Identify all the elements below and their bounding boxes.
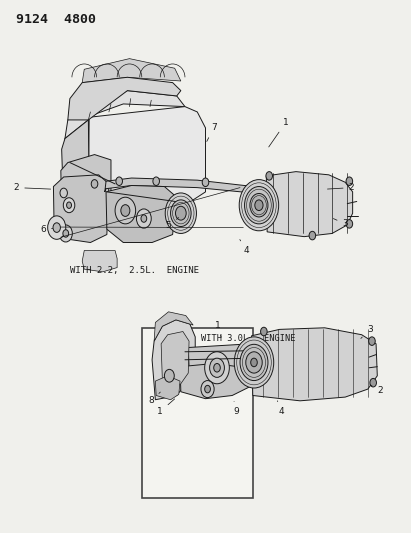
Text: 4: 4 bbox=[277, 401, 284, 416]
Text: 2: 2 bbox=[328, 183, 354, 192]
Polygon shape bbox=[82, 59, 181, 83]
Text: 1: 1 bbox=[157, 399, 175, 416]
Circle shape bbox=[63, 230, 69, 237]
Polygon shape bbox=[106, 185, 177, 243]
Circle shape bbox=[141, 215, 147, 222]
Circle shape bbox=[234, 337, 274, 388]
Circle shape bbox=[246, 352, 262, 373]
Circle shape bbox=[201, 381, 214, 398]
Polygon shape bbox=[68, 77, 181, 120]
Circle shape bbox=[370, 378, 376, 387]
Polygon shape bbox=[64, 120, 89, 211]
Circle shape bbox=[309, 231, 316, 240]
Polygon shape bbox=[154, 312, 193, 341]
Circle shape bbox=[250, 193, 268, 217]
Text: 5: 5 bbox=[166, 217, 179, 230]
Polygon shape bbox=[152, 320, 195, 400]
Circle shape bbox=[255, 200, 263, 211]
Circle shape bbox=[121, 205, 130, 216]
Circle shape bbox=[346, 177, 353, 185]
Circle shape bbox=[251, 358, 257, 367]
Circle shape bbox=[136, 209, 151, 228]
Text: 2: 2 bbox=[14, 183, 51, 192]
Text: 6: 6 bbox=[40, 225, 53, 233]
Circle shape bbox=[369, 337, 375, 345]
Text: 3: 3 bbox=[333, 219, 348, 228]
Circle shape bbox=[165, 193, 196, 233]
Circle shape bbox=[202, 178, 209, 187]
Circle shape bbox=[48, 216, 66, 239]
Polygon shape bbox=[266, 172, 353, 237]
Circle shape bbox=[266, 172, 272, 180]
Circle shape bbox=[261, 327, 267, 336]
Text: 9124  4800: 9124 4800 bbox=[16, 13, 97, 26]
Circle shape bbox=[63, 198, 75, 213]
Polygon shape bbox=[161, 332, 189, 385]
Circle shape bbox=[346, 220, 353, 228]
Polygon shape bbox=[188, 344, 255, 369]
Text: 3: 3 bbox=[361, 325, 373, 338]
Circle shape bbox=[164, 369, 174, 382]
Circle shape bbox=[171, 200, 191, 227]
Circle shape bbox=[245, 187, 273, 224]
Circle shape bbox=[214, 364, 220, 372]
Polygon shape bbox=[53, 175, 109, 243]
Polygon shape bbox=[82, 251, 117, 272]
Polygon shape bbox=[105, 178, 296, 197]
Circle shape bbox=[116, 177, 122, 185]
Text: 1: 1 bbox=[215, 321, 221, 337]
Polygon shape bbox=[155, 376, 180, 400]
Text: 9: 9 bbox=[233, 401, 239, 416]
Circle shape bbox=[53, 223, 60, 232]
Circle shape bbox=[153, 177, 159, 185]
Text: WITH 2.2,  2.5L.  ENGINE: WITH 2.2, 2.5L. ENGINE bbox=[70, 266, 199, 276]
Circle shape bbox=[67, 202, 72, 208]
Circle shape bbox=[210, 358, 224, 377]
Circle shape bbox=[239, 180, 279, 231]
Circle shape bbox=[240, 344, 268, 381]
Circle shape bbox=[205, 352, 229, 384]
Polygon shape bbox=[65, 91, 185, 139]
Polygon shape bbox=[62, 120, 89, 211]
Circle shape bbox=[60, 188, 67, 198]
Polygon shape bbox=[180, 364, 253, 399]
Text: 7: 7 bbox=[207, 124, 217, 141]
Circle shape bbox=[115, 197, 136, 224]
Circle shape bbox=[175, 206, 186, 220]
Polygon shape bbox=[252, 328, 377, 401]
Text: 8: 8 bbox=[148, 392, 160, 405]
Text: 1: 1 bbox=[269, 118, 289, 147]
Text: 4: 4 bbox=[240, 239, 249, 255]
Bar bbox=[142, 328, 253, 498]
Circle shape bbox=[59, 225, 72, 242]
Polygon shape bbox=[61, 155, 111, 213]
Text: WITH 3.0L.  ENGINE: WITH 3.0L. ENGINE bbox=[201, 334, 296, 343]
Polygon shape bbox=[88, 107, 206, 211]
Circle shape bbox=[91, 180, 98, 188]
Circle shape bbox=[205, 385, 210, 393]
Text: 2: 2 bbox=[370, 385, 383, 394]
